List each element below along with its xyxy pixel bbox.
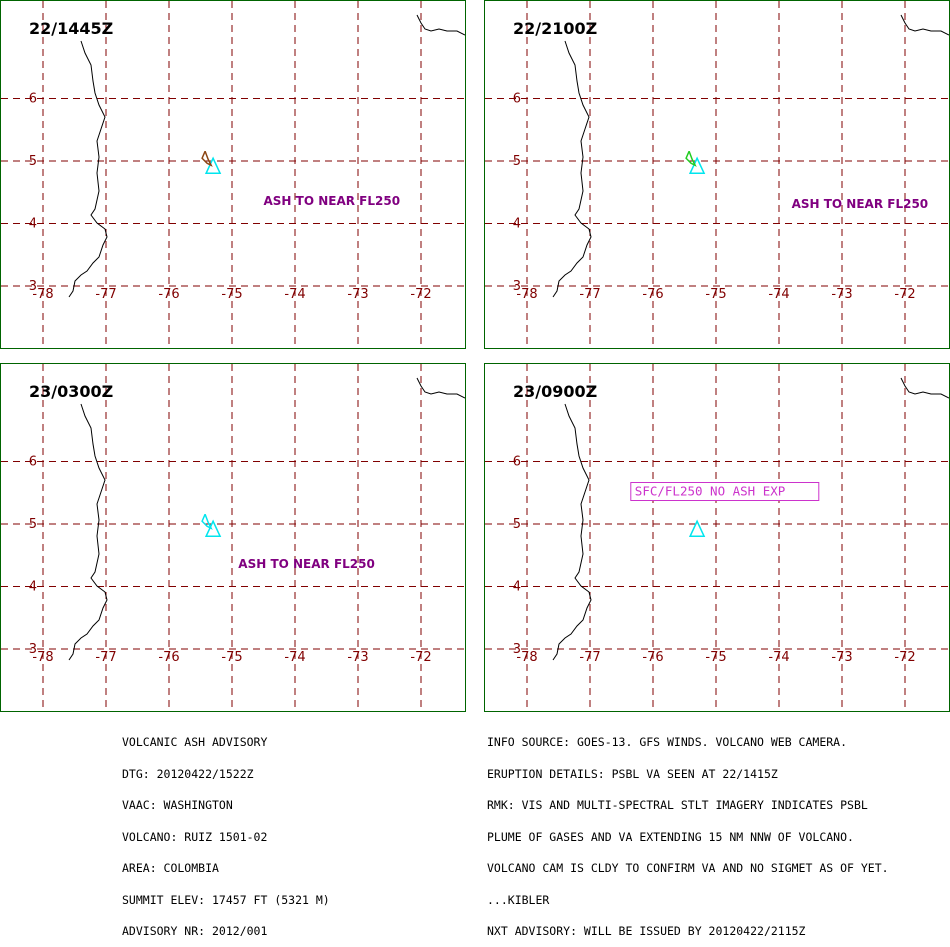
no-ash-expected-label: SFC/FL250 NO ASH EXP (635, 484, 786, 499)
advisory-line: RMK: VIS AND MULTI-SPECTRAL STLT IMAGERY… (487, 798, 868, 812)
map-canvas: -78 -77 -76 -75 -74 -73 -72 3 4 5 6 23/0900Z SFC/FL2… (485, 364, 949, 711)
longitude-label: -75 (705, 287, 726, 302)
ash-plume-outline (201, 150, 213, 167)
advisory-line: DTG: 20120422/1522Z (122, 766, 254, 781)
longitude-label: -76 (642, 287, 663, 302)
latitude-label: 3 (29, 642, 37, 657)
lat-lon-grid (1, 364, 465, 711)
latitude-label: 6 (513, 455, 521, 470)
ash-forecast-label: ASH TO NEAR FL250 (238, 557, 375, 571)
longitude-label: -77 (579, 287, 600, 302)
valid-time-label: 22/2100Z (513, 19, 597, 38)
latitude-label: 4 (29, 580, 37, 595)
lat-lon-grid (1, 1, 465, 348)
longitude-label: -77 (95, 287, 116, 302)
coastline-caribbean (900, 377, 949, 399)
coastline-pacific (68, 403, 108, 661)
longitude-label: -72 (410, 650, 431, 665)
advisory-line: VAAC: WASHINGTON (122, 798, 233, 812)
longitude-label: -73 (347, 650, 368, 665)
advisory-line: VOLCANIC ASH ADVISORY (122, 735, 268, 749)
longitude-label: -73 (831, 287, 852, 302)
longitude-label: -76 (158, 650, 179, 665)
forecast-panel-2: -78 -77 -76 -75 -74 -73 -72 3 4 5 6 22/2100Z ASH TO … (484, 0, 950, 349)
advisory-line: NXT ADVISORY: WILL BE ISSUED BY 20120422… (487, 924, 806, 938)
longitude-label: -77 (95, 650, 116, 665)
ash-plume-outline (201, 513, 213, 530)
longitude-label: -78 (516, 287, 537, 302)
latitude-label: 4 (29, 217, 37, 232)
map-canvas: -78 -77 -76 -75 -74 -73 -72 3 4 5 6 23/0300Z ASH TO … (1, 364, 465, 711)
coastline-caribbean (416, 377, 465, 399)
valid-time-label: 22/1445Z (29, 19, 113, 38)
longitude-label: -75 (705, 650, 726, 665)
latitude-label: 4 (513, 217, 521, 232)
latitude-label: 6 (29, 92, 37, 107)
advisory-line: INFO SOURCE: GOES-13. GFS WINDS. VOLCANO… (487, 735, 848, 749)
no-ash-expected-box: SFC/FL250 NO ASH EXP (630, 482, 820, 501)
longitude-label: -74 (768, 287, 789, 302)
advisory-line: SUMMIT ELEV: 17457 FT (5321 M) (122, 892, 330, 907)
longitude-label: -74 (284, 650, 305, 665)
coastline-pacific (552, 403, 592, 661)
longitude-label: -72 (894, 650, 915, 665)
longitude-label: -78 (516, 650, 537, 665)
volcano-triangle-icon (688, 519, 706, 537)
longitude-label: -76 (642, 650, 663, 665)
longitude-label: -76 (158, 287, 179, 302)
ash-forecast-label: ASH TO NEAR FL250 (264, 194, 401, 208)
advisory-line: ...KIBLER (487, 892, 550, 907)
coastline-pacific (68, 40, 108, 298)
advisory-details-right: INFO SOURCE: GOES-13. GFS WINDS. VOLCANO… (487, 716, 889, 947)
advisory-line: PLUME OF GASES AND VA EXTENDING 15 NM NN… (487, 829, 854, 844)
advisory-line: ADVISORY NR: 2012/001 (122, 924, 268, 938)
latitude-label: 5 (513, 517, 521, 532)
longitude-label: -74 (768, 650, 789, 665)
ash-plume-outline (685, 150, 697, 167)
valid-time-label: 23/0300Z (29, 382, 113, 401)
valid-time-label: 23/0900Z (513, 382, 597, 401)
longitude-label: -78 (32, 287, 53, 302)
coastline-caribbean (900, 14, 949, 36)
latitude-label: 5 (29, 154, 37, 169)
map-canvas: -78 -77 -76 -75 -74 -73 -72 3 4 5 6 22/1445Z ASH TO … (1, 1, 465, 348)
volcano-triangle-icon (204, 156, 222, 174)
forecast-panel-1: -78 -77 -76 -75 -74 -73 -72 3 4 5 6 22/1445Z ASH TO … (0, 0, 466, 349)
advisory-line: ERUPTION DETAILS: PSBL VA SEEN AT 22/141… (487, 766, 778, 781)
longitude-label: -72 (410, 287, 431, 302)
advisory-line: AREA: COLOMBIA (122, 861, 219, 875)
coastline-caribbean (416, 14, 465, 36)
latitude-label: 3 (513, 642, 521, 657)
longitude-label: -77 (579, 650, 600, 665)
map-canvas: -78 -77 -76 -75 -74 -73 -72 3 4 5 6 22/2100Z ASH TO … (485, 1, 949, 348)
ash-forecast-label: ASH TO NEAR FL250 (792, 197, 929, 211)
longitude-label: -72 (894, 287, 915, 302)
latitude-label: 5 (513, 154, 521, 169)
longitude-label: -73 (831, 650, 852, 665)
longitude-label: -74 (284, 287, 305, 302)
latitude-label: 3 (513, 279, 521, 294)
volcano-triangle-icon (204, 519, 222, 537)
longitude-label: -73 (347, 287, 368, 302)
latitude-label: 4 (513, 580, 521, 595)
volcano-triangle-icon (688, 156, 706, 174)
latitude-label: 6 (513, 92, 521, 107)
lat-lon-grid (485, 364, 949, 711)
coastline-pacific (552, 40, 592, 298)
latitude-label: 5 (29, 517, 37, 532)
advisory-header-left: VOLCANIC ASH ADVISORY DTG: 20120422/1522… (122, 716, 330, 947)
latitude-label: 3 (29, 279, 37, 294)
advisory-line: VOLCANO CAM IS CLDY TO CONFIRM VA AND NO… (487, 861, 889, 875)
lat-lon-grid (485, 1, 949, 348)
forecast-panel-4: -78 -77 -76 -75 -74 -73 -72 3 4 5 6 23/0900Z SFC/FL2… (484, 363, 950, 712)
longitude-label: -75 (221, 650, 242, 665)
advisory-line: VOLCANO: RUIZ 1501-02 (122, 829, 268, 844)
longitude-label: -75 (221, 287, 242, 302)
forecast-panel-3: -78 -77 -76 -75 -74 -73 -72 3 4 5 6 23/0300Z ASH TO … (0, 363, 466, 712)
latitude-label: 6 (29, 455, 37, 470)
longitude-label: -78 (32, 650, 53, 665)
